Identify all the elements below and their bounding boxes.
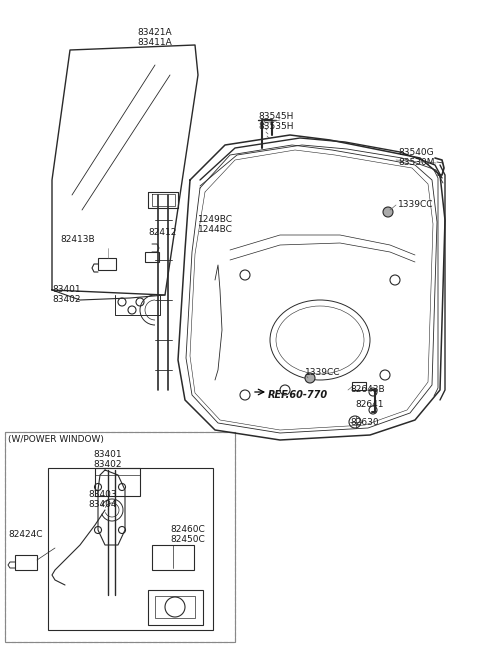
Bar bbox=[98, 258, 116, 270]
Text: 82643B: 82643B bbox=[350, 385, 384, 394]
Circle shape bbox=[305, 373, 315, 383]
Bar bbox=[15, 555, 37, 570]
Text: 83545H
83535H: 83545H 83535H bbox=[258, 112, 293, 131]
Bar bbox=[152, 545, 194, 570]
Bar bbox=[155, 596, 195, 618]
Text: 1339CC: 1339CC bbox=[398, 200, 433, 209]
Bar bbox=[5, 432, 235, 642]
Text: 83401
83402: 83401 83402 bbox=[94, 450, 122, 469]
Text: 83421A
83411A: 83421A 83411A bbox=[138, 28, 172, 47]
Text: 83401
83402: 83401 83402 bbox=[52, 285, 81, 304]
Bar bbox=[352, 382, 366, 390]
Text: 1339CC: 1339CC bbox=[305, 368, 340, 377]
Text: 82460C
82450C: 82460C 82450C bbox=[170, 525, 205, 545]
Text: 82413B: 82413B bbox=[60, 235, 96, 244]
Text: 83540G
83530M: 83540G 83530M bbox=[398, 148, 434, 168]
Text: 83403
83404: 83403 83404 bbox=[88, 490, 117, 509]
Text: 82412: 82412 bbox=[148, 228, 176, 237]
Text: 1249BC
1244BC: 1249BC 1244BC bbox=[198, 215, 233, 235]
Text: 82641: 82641 bbox=[355, 400, 384, 409]
Circle shape bbox=[383, 207, 393, 217]
Text: 82630: 82630 bbox=[350, 418, 379, 427]
Bar bbox=[5, 432, 235, 642]
Text: REF.60-770: REF.60-770 bbox=[268, 390, 328, 400]
Bar bbox=[148, 590, 203, 625]
Bar bbox=[95, 468, 140, 496]
Bar bbox=[145, 252, 159, 262]
Text: 82424C: 82424C bbox=[8, 530, 43, 539]
Text: (W/POWER WINDOW): (W/POWER WINDOW) bbox=[8, 435, 104, 444]
Bar bbox=[48, 468, 213, 630]
